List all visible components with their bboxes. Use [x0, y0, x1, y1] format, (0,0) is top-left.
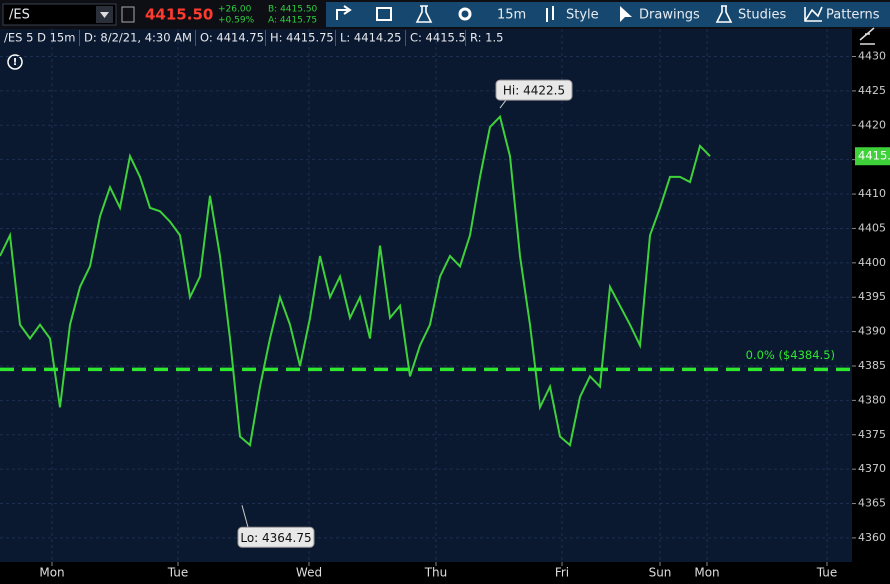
annotation-leader [499, 99, 507, 109]
price-axis [852, 29, 890, 562]
x-tick-label: Fri [555, 566, 569, 580]
y-tick-label: 4430 [858, 50, 886, 63]
info-separator [335, 30, 336, 46]
link-icon[interactable] [121, 6, 135, 23]
last-price-label: 4415. [858, 149, 890, 163]
info-item: L: 4414.25 [340, 31, 402, 45]
y-tick-label: 4385 [858, 359, 886, 372]
style-button[interactable]: Style [566, 8, 599, 23]
alert-icon[interactable] [7, 54, 23, 70]
net-change: +26.00 [218, 5, 252, 15]
annotation-box [237, 526, 315, 548]
y-tick-label: 4380 [858, 393, 886, 406]
info-item: H: 4415.75 [270, 31, 334, 45]
marks: 0.0% ($4384.5) Hi: 4422.5 Lo: 4364.75 4415. [0, 79, 890, 548]
plot-area [0, 29, 852, 562]
info-item: R: 1.5 [470, 31, 503, 45]
alert-mark: ! [13, 57, 18, 68]
interval[interactable]: 15m [497, 8, 526, 23]
annotation-text: Lo: 4364.75 [240, 531, 311, 545]
patterns-icon [804, 6, 823, 22]
y-tick-label: 4390 [858, 325, 886, 338]
info-separator [79, 30, 80, 46]
bid: B: 4415.50 [268, 5, 318, 15]
x-tick-label: Thu [424, 566, 448, 580]
snapshot-icon[interactable] [376, 7, 392, 21]
level-label: 0.0% ($4384.5) [746, 348, 835, 362]
y-tick-label: 4360 [858, 531, 886, 544]
info-item: D: 8/2/21, 4:30 AM [84, 31, 192, 45]
last-price: 4415.50 [145, 6, 213, 24]
drawings-button[interactable]: Drawings [639, 8, 700, 23]
info-separator [195, 30, 196, 46]
y-tick-label: 4425 [858, 84, 886, 97]
x-tick-label: Tue [167, 566, 189, 580]
x-tick-label: Wed [296, 566, 322, 580]
x-tick-label: Mon [694, 566, 719, 580]
info-item: O: 4414.75 [200, 31, 264, 45]
y-tick-label: 4410 [858, 187, 886, 200]
y-tick-label: 4420 [858, 118, 886, 131]
info-separator [265, 30, 266, 46]
pct-change: +0.59% [218, 16, 255, 26]
price-line [0, 114, 711, 448]
info-item: /ES 5 D 15m [4, 31, 75, 45]
share-icon[interactable] [336, 5, 352, 20]
info-item: C: 4415.5 [410, 31, 466, 45]
annotation-text: Hi: 4422.5 [503, 84, 565, 98]
x-tick-label: Sun [649, 566, 672, 580]
symbol-box[interactable] [2, 3, 117, 26]
style-icon [546, 6, 554, 22]
dropdown-arrow [100, 12, 109, 18]
studies-icon [715, 5, 733, 23]
info-bar: /ES 5 D 15m D: 8/2/21, 4:30 AM O: 4414.75 H… [4, 30, 503, 46]
flask-icon[interactable] [415, 5, 433, 23]
ask: A: 4415.75 [268, 16, 317, 26]
y-tick-label: 4395 [858, 290, 886, 303]
annotation-box [495, 79, 573, 101]
y-tick-label: 4370 [858, 462, 886, 475]
x-tick-label: Tue [816, 566, 838, 580]
y-tick-label: 4405 [858, 221, 886, 234]
drawings-icon [620, 6, 632, 22]
last-price-marker [855, 147, 890, 166]
y-tick-label: 4365 [858, 497, 886, 510]
y-tick-label: 4400 [858, 256, 886, 269]
info-separator [405, 30, 406, 46]
symbol: /ES [9, 8, 30, 23]
x-tick-label: Mon [39, 566, 64, 580]
expand-icon[interactable] [859, 27, 875, 45]
y-tick-label: 4375 [858, 428, 886, 441]
settings-icon[interactable] [458, 7, 472, 21]
studies-button[interactable]: Studies [738, 8, 786, 23]
patterns-button[interactable]: Patterns [826, 8, 880, 23]
grid: 4360 4365 4370 4375 4380 4385 4390 4395 4400 4405… [0, 29, 886, 580]
annotation-leader [241, 505, 249, 528]
info-separator [465, 30, 466, 46]
time-axis [0, 562, 890, 584]
